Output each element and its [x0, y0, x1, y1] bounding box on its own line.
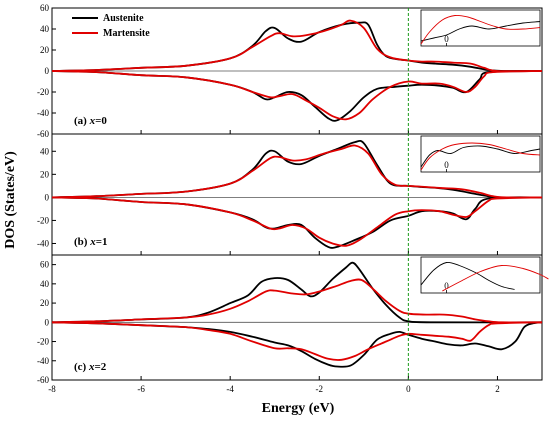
panel-2: -40 -20 0 20 40 0 (b) x=1: [37, 133, 543, 256]
curve-martensite-up: [52, 144, 542, 199]
inset: 0: [420, 135, 541, 173]
inset-tick-label: 0: [444, 160, 449, 170]
inset-curve-martensite: [420, 142, 541, 171]
curve-martensite-down: [52, 70, 542, 121]
inset: 0: [420, 9, 541, 47]
panel-label: (b) x=1: [74, 236, 107, 248]
y-tick-label: 60: [40, 3, 50, 13]
curve-austenite-up: [52, 261, 542, 324]
inset-tick-label: 0: [444, 34, 449, 44]
y-tick-label: -40: [37, 238, 49, 248]
curve-austenite-down: [52, 321, 542, 368]
y-tick-label: -40: [37, 108, 49, 118]
curve-martensite-down: [52, 196, 542, 247]
inset-tick-label: 0: [444, 281, 449, 291]
y-tick-label: 40: [40, 279, 50, 289]
y-tick-label: -20: [37, 215, 49, 225]
y-tick-label: 0: [45, 66, 50, 76]
panel-label-prefix: (c): [74, 361, 89, 373]
legend-label-martensite: Martensite: [103, 28, 150, 39]
y-tick-label: -20: [37, 87, 49, 97]
inset-curve-martensite: [420, 14, 541, 45]
legend: Austenite Martensite: [72, 13, 150, 39]
y-tick-label: -60: [37, 129, 49, 139]
y-tick-label: 20: [40, 169, 50, 179]
y-tick-label: -40: [37, 356, 49, 366]
x-tick-label: -8: [48, 384, 56, 394]
x-tick-label: -4: [226, 384, 234, 394]
x-tick-label: -6: [137, 384, 145, 394]
y-tick-label: -60: [37, 375, 49, 385]
y-tick-label: 20: [40, 45, 50, 55]
curve-martensite-down: [52, 321, 542, 361]
x-tick-label: -2: [316, 384, 324, 394]
panel-label-variable: x: [89, 236, 96, 248]
x-tick-label: 0: [406, 384, 411, 394]
panel-label-prefix: (b): [74, 236, 90, 248]
panel-label-prefix: (a): [74, 115, 90, 127]
inset: 0: [420, 256, 549, 294]
panel-label-suffix: =1: [96, 236, 108, 248]
y-tick-label: 60: [40, 260, 50, 270]
inset-curve-austenite: [420, 145, 541, 168]
panel-label-suffix: =0: [95, 115, 107, 127]
x-tick-label: 2: [495, 384, 500, 394]
panel-label: (c) x=2: [74, 361, 107, 373]
y-tick-label: 40: [40, 146, 50, 156]
y-tick-label: 0: [45, 192, 50, 202]
inset-curve-austenite: [420, 261, 515, 290]
panel-label-variable: x: [88, 361, 95, 373]
curve-martensite-up: [52, 278, 542, 324]
y-axis-label: DOS (States/eV): [3, 151, 18, 249]
x-axis-label: Energy (eV): [262, 401, 335, 416]
inset-curve-austenite: [420, 21, 541, 42]
curve-austenite-down: [52, 196, 542, 249]
inset-frame: [420, 135, 541, 173]
panel-label-suffix: =2: [94, 361, 106, 373]
curve-martensite-up: [52, 19, 542, 73]
legend-label-austenite: Austenite: [103, 13, 144, 24]
inset-curve-martensite: [442, 264, 549, 292]
panel-frame: [51, 254, 543, 381]
y-tick-label: -20: [37, 337, 49, 347]
x-axis: -8 -6 -4 -2 0 2: [48, 384, 499, 394]
y-tick-label: 0: [45, 317, 50, 327]
y-tick-label: 20: [40, 298, 50, 308]
panel-label-variable: x: [89, 115, 96, 127]
panel-3: -60 -40 -20 0 20 40 60 0 (c) x=2: [37, 254, 549, 385]
panel-1: -60 -40 -20 0 20 40 60 0 (a) x=0: [37, 3, 543, 139]
y-tick-label: 40: [40, 24, 50, 34]
panel-label: (a) x=0: [74, 115, 107, 127]
